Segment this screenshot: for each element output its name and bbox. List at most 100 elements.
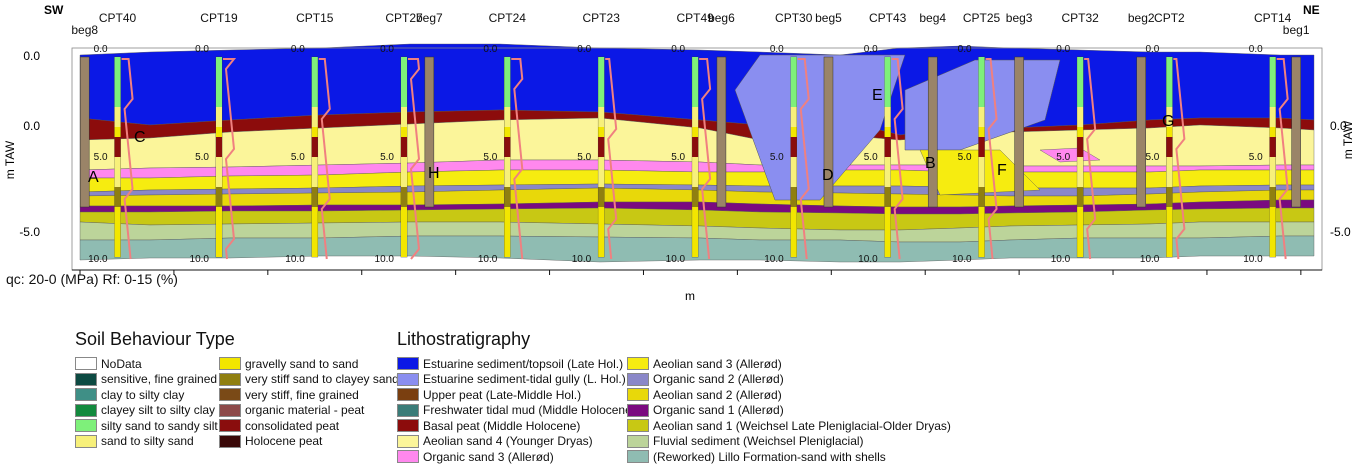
sbt-segment <box>400 137 407 157</box>
sbt-legend-item: very stiff sand to clayey sand <box>219 372 399 387</box>
cpt-scale-label: 5.0 <box>195 152 209 163</box>
litho-legend-label: Aeolian sand 4 (Younger Dryas) <box>423 434 593 448</box>
sbt-segment <box>1166 137 1173 157</box>
tidal-gully-layer <box>734 54 906 201</box>
y-tick-label-left: 0.0 <box>23 119 40 133</box>
sbt-segment <box>790 137 797 157</box>
sbt-segment <box>114 187 121 207</box>
sbt-legend-label: sand to silty sand <box>101 434 194 448</box>
sbt-segment <box>692 127 699 137</box>
rf-trace <box>121 58 134 260</box>
cpt-scale-label: 10.0 <box>666 254 686 265</box>
litho-legend-label: Aeolian sand 1 (Weichsel Late Pleniglaci… <box>653 418 951 433</box>
cpt-scale-label: 0.0 <box>770 44 784 55</box>
cpt-scale-label: 0.0 <box>291 44 305 55</box>
borehole-label: beg3 <box>1006 11 1033 25</box>
sbt-segment <box>1166 187 1173 207</box>
sbt-segment <box>978 57 985 107</box>
sbt-segment <box>692 157 699 187</box>
sbt-legend-item: very stiff, fine grained <box>219 387 359 402</box>
cpt-scale-label: 10.0 <box>1140 254 1160 265</box>
litho-legend-label: Organic sand 3 (Allerød) <box>423 449 554 464</box>
sbt-legend-label: NoData <box>101 356 142 371</box>
sbt-segment <box>692 57 699 107</box>
litho-legend-item: Estuarine sediment-tidal gully (L. Hol.) <box>397 372 626 387</box>
sbt-segment <box>1077 137 1084 157</box>
sbt-segment <box>114 137 121 157</box>
sbt-segment <box>884 127 891 137</box>
sbt-segment <box>504 207 511 257</box>
litho-legend-label: Organic sand 2 (Allerød) <box>653 372 784 386</box>
borehole-label: beg2 <box>1128 11 1155 25</box>
cpt-scale-label: 10.0 <box>285 254 305 265</box>
borehole-column <box>79 56 90 208</box>
sbt-segment <box>504 187 511 207</box>
sbt-legend-swatch <box>75 357 97 370</box>
sbt-segment <box>1269 127 1276 137</box>
x-tick-label: 200 <box>258 299 278 300</box>
litho-legend-swatch <box>397 388 419 401</box>
sbt-segment <box>311 187 318 207</box>
litho-legend-swatch <box>627 403 649 417</box>
sbt-legend-swatch <box>219 419 241 432</box>
rf-trace <box>511 58 524 260</box>
sbt-segment <box>504 57 511 107</box>
rf-trace <box>318 58 331 260</box>
litho-legend-item: Freshwater tidal mud (Middle Holocene) <box>397 403 636 418</box>
litho-legend-item: Aeolian sand 1 (Weichsel Late Pleniglaci… <box>627 418 951 433</box>
section-marker: A <box>88 169 99 186</box>
borehole-label: beg6 <box>708 11 735 25</box>
sbt-segment <box>1077 127 1084 137</box>
borehole-label: beg1 <box>1283 23 1310 37</box>
borehole-label: CPT49 <box>676 11 714 25</box>
borehole-column <box>823 56 834 208</box>
sbt-segment <box>978 107 985 127</box>
cpt-scale-label: 0.0 <box>380 44 394 55</box>
sbt-segment <box>598 207 605 257</box>
orientation-left: SW <box>44 3 64 17</box>
litho-legend-item: (Reworked) Lillo Formation-sand with she… <box>627 449 886 464</box>
cpt-scale-label: 5.0 <box>577 152 591 163</box>
litho-legend-item: Upper peat (Late-Middle Hol.) <box>397 387 581 402</box>
borehole-label: CPT19 <box>200 11 238 25</box>
sbt-segment <box>978 127 985 137</box>
borehole-label: CPT40 <box>99 11 137 25</box>
sbt-legend-swatch <box>75 419 97 432</box>
sbt-segment <box>504 127 511 137</box>
rf-trace <box>222 58 237 260</box>
sbt-segment <box>114 207 121 257</box>
litho-legend-swatch <box>397 434 419 448</box>
sbt-legend-swatch <box>75 434 97 448</box>
sbt-segment <box>311 207 318 257</box>
cpt-scale-label: 10.0 <box>375 254 395 265</box>
sbt-segment <box>311 157 318 187</box>
sbt-legend-swatch <box>219 388 241 401</box>
borehole-column <box>927 56 938 208</box>
sbt-segment <box>1269 107 1276 127</box>
sbt-segment <box>311 127 318 137</box>
sbt-legend-label: very stiff sand to clayey sand <box>245 372 399 386</box>
cpt-scale-label: 5.0 <box>1056 152 1070 163</box>
litho-legend-swatch <box>627 388 649 401</box>
sbt-segment <box>884 57 891 107</box>
borehole-label: beg5 <box>815 11 842 25</box>
sbt-segment <box>114 107 121 127</box>
y-tick-label-right: 0.0 <box>1330 119 1347 133</box>
litho-legend-item: Aeolian sand 2 (Allerød) <box>627 387 782 402</box>
sbt-segment <box>114 57 121 107</box>
sbt-legend-swatch <box>219 357 241 370</box>
litho-legend-label: Fluvial sediment (Weichsel Pleniglacial) <box>653 434 864 448</box>
sbt-segment <box>1166 127 1173 137</box>
sbt-segment <box>1077 207 1084 257</box>
sbt-segment <box>215 157 222 187</box>
sbt-legend-label: sensitive, fine grained <box>101 372 218 386</box>
sbt-segment <box>978 157 985 187</box>
sbt-segment <box>790 157 797 187</box>
sbt-legend-label: gravelly sand to sand <box>245 356 359 371</box>
sbt-segment <box>978 207 985 257</box>
x-tick-label: 900 <box>915 299 935 300</box>
cpt-scale-label: 5.0 <box>958 152 972 163</box>
sbt-legend-item: NoData <box>75 356 142 371</box>
